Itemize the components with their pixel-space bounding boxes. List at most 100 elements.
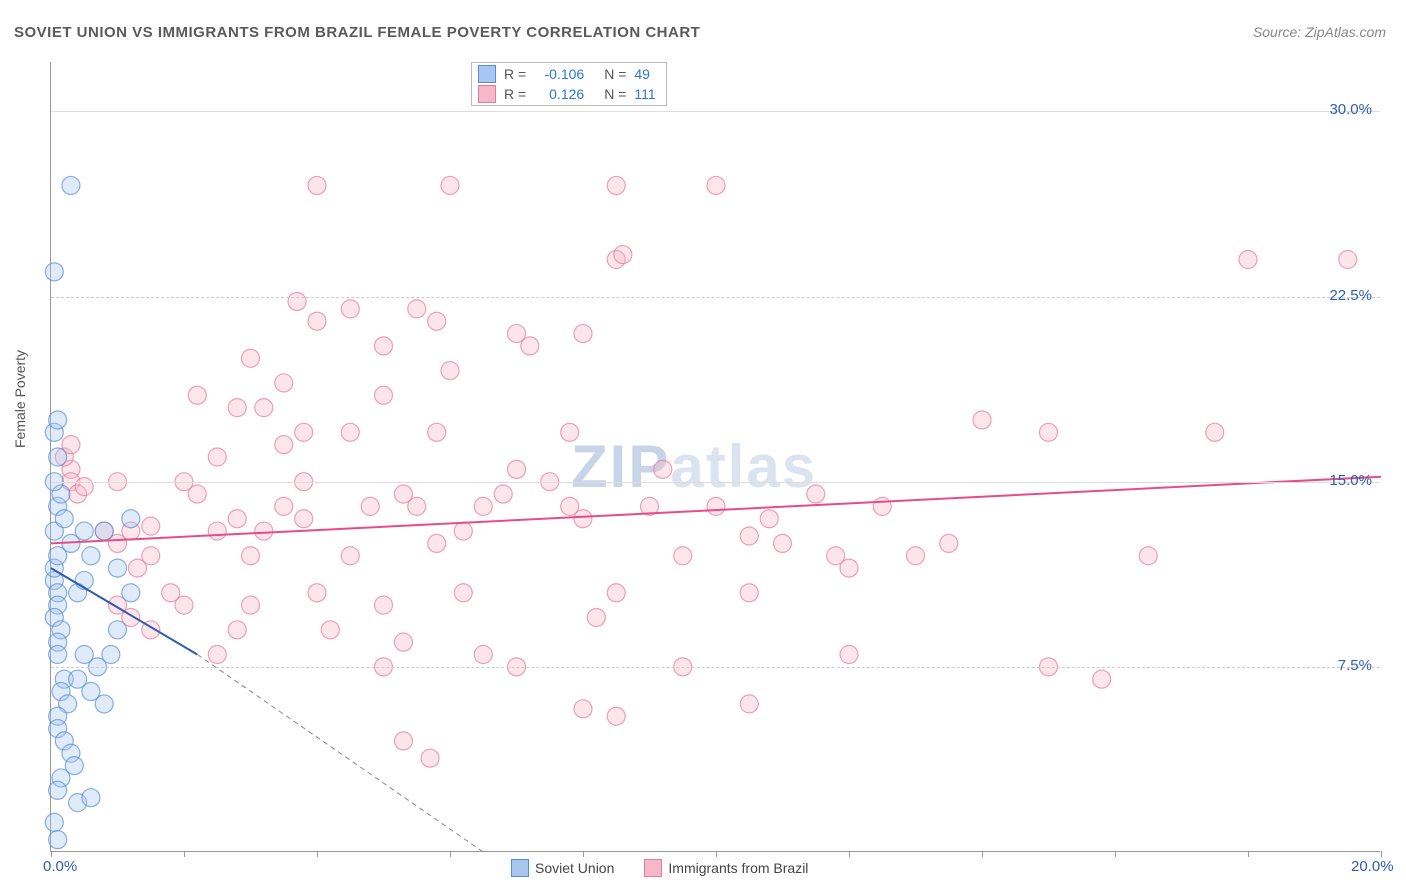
data-point: [375, 596, 393, 614]
data-point: [614, 246, 632, 264]
data-point: [102, 646, 120, 664]
data-point: [142, 517, 160, 535]
gridline-h: [51, 482, 1380, 483]
legend-R-value: 0.126: [534, 86, 584, 102]
chart-container: SOVIET UNION VS IMMIGRANTS FROM BRAZIL F…: [0, 0, 1406, 892]
data-point: [973, 411, 991, 429]
data-point: [275, 436, 293, 454]
tick-x: [1115, 851, 1116, 857]
data-point: [208, 646, 226, 664]
gridline-h: [51, 297, 1380, 298]
data-point: [760, 510, 778, 528]
data-point: [740, 695, 758, 713]
data-point: [95, 522, 113, 540]
legend-label: Soviet Union: [535, 860, 614, 876]
data-point: [1339, 251, 1357, 269]
legend-swatch: [478, 65, 496, 83]
legend-swatch: [511, 859, 529, 877]
data-point: [255, 399, 273, 417]
legend-stat-row: R = 0.126 N = 111: [478, 84, 656, 104]
data-point: [75, 478, 93, 496]
tick-x: [450, 851, 451, 857]
tick-x: [1248, 851, 1249, 857]
chart-title: SOVIET UNION VS IMMIGRANTS FROM BRAZIL F…: [14, 24, 700, 41]
data-point: [707, 176, 725, 194]
data-point: [295, 423, 313, 441]
data-point: [561, 423, 579, 441]
data-point: [474, 646, 492, 664]
legend-swatch: [478, 85, 496, 103]
data-point: [375, 386, 393, 404]
y-tick-label: 7.5%: [1338, 657, 1372, 674]
data-point: [494, 485, 512, 503]
data-point: [574, 325, 592, 343]
data-point: [474, 497, 492, 515]
data-point: [1093, 670, 1111, 688]
data-point: [49, 646, 67, 664]
data-point: [242, 596, 260, 614]
legend-N-value: 49: [634, 66, 650, 82]
data-point: [308, 312, 326, 330]
trend-line: [51, 477, 1381, 544]
data-point: [740, 527, 758, 545]
data-point: [242, 547, 260, 565]
data-point: [840, 646, 858, 664]
data-point: [69, 670, 87, 688]
data-point: [45, 813, 63, 831]
data-point: [394, 633, 412, 651]
data-point: [441, 362, 459, 380]
y-tick-label: 15.0%: [1329, 472, 1372, 489]
data-point: [49, 781, 67, 799]
data-point: [275, 374, 293, 392]
data-point: [321, 621, 339, 639]
legend-stats: R = -0.106 N = 49 R = 0.126 N = 111: [471, 62, 667, 106]
legend-R-label: R =: [504, 86, 526, 102]
data-point: [774, 534, 792, 552]
data-point: [275, 497, 293, 515]
data-point: [341, 423, 359, 441]
data-point: [907, 547, 925, 565]
data-point: [840, 559, 858, 577]
data-point: [521, 337, 539, 355]
data-point: [308, 584, 326, 602]
source-attribution: Source: ZipAtlas.com: [1253, 24, 1386, 40]
data-point: [228, 621, 246, 639]
data-point: [242, 349, 260, 367]
data-point: [807, 485, 825, 503]
data-point: [1206, 423, 1224, 441]
tick-x: [51, 851, 52, 857]
y-axis-title: Female Poverty: [12, 350, 28, 448]
tick-x: [849, 851, 850, 857]
data-point: [45, 263, 63, 281]
x-tick-label: 20.0%: [1351, 858, 1394, 875]
data-point: [82, 789, 100, 807]
data-point: [188, 485, 206, 503]
legend-stat-row: R = -0.106 N = 49: [478, 64, 656, 84]
legend-N-label: N =: [604, 86, 626, 102]
legend-item: Soviet Union: [511, 859, 614, 877]
legend-R-label: R =: [504, 66, 526, 82]
data-point: [607, 707, 625, 725]
data-point: [308, 176, 326, 194]
data-point: [707, 497, 725, 515]
data-point: [1040, 423, 1058, 441]
plot-area: ZIPatlas R = -0.106 N = 49 R = 0.126 N =…: [50, 62, 1380, 852]
data-point: [574, 510, 592, 528]
chart-svg: [51, 62, 1380, 851]
data-point: [188, 386, 206, 404]
trend-line: [51, 568, 197, 654]
data-point: [940, 534, 958, 552]
data-point: [341, 547, 359, 565]
y-tick-label: 22.5%: [1329, 287, 1372, 304]
legend-series: Soviet Union Immigrants from Brazil: [511, 859, 808, 877]
data-point: [175, 596, 193, 614]
data-point: [49, 448, 67, 466]
data-point: [674, 547, 692, 565]
data-point: [873, 497, 891, 515]
y-tick-label: 30.0%: [1329, 101, 1372, 118]
data-point: [228, 399, 246, 417]
legend-item: Immigrants from Brazil: [644, 859, 808, 877]
data-point: [109, 559, 127, 577]
data-point: [361, 497, 379, 515]
data-point: [587, 608, 605, 626]
